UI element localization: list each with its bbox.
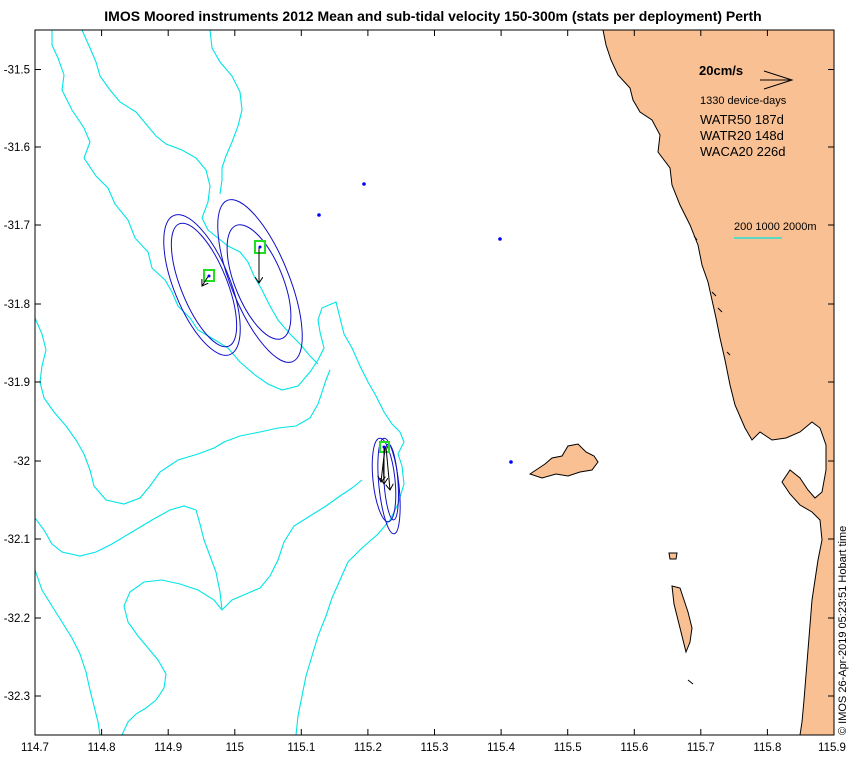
other-site-dots [317, 182, 513, 464]
legend: 20cm/s 1330 device-days WATR50 187d WATR… [699, 63, 817, 239]
scale-label: 20cm/s [699, 63, 743, 78]
coastline-land [602, 30, 834, 735]
mooring-label: WATR50 187d [700, 112, 784, 127]
x-tick-label: 115.3 [421, 742, 449, 754]
y-axis: -31.5 -31.6 -31.7 -31.8 -31.9 -32 -32.1 … [4, 65, 834, 703]
x-tick-label: 115.7 [687, 742, 715, 754]
y-tick-label: -31.8 [4, 299, 30, 311]
x-tick-label: 114.7 [21, 742, 49, 754]
x-tick-label: 115.8 [753, 742, 781, 754]
site-watr50 [163, 214, 241, 356]
map-title: IMOS Moored instruments 2012 Mean and su… [104, 8, 761, 24]
timestamp-stamp: © IMOS 26-Apr-2019 05:23:51 Hobart time [837, 526, 849, 735]
rottnest-island [528, 443, 599, 479]
device-days-label: 1330 device-days [700, 95, 787, 107]
mooring-label: WATR20 148d [700, 128, 784, 143]
x-tick-label: 115.4 [487, 742, 516, 754]
x-tick-label: 115.1 [287, 742, 315, 754]
mooring-label: WACA20 226d [700, 144, 786, 159]
y-tick-label: -31.7 [4, 220, 30, 232]
bathymetry-contours [35, 30, 405, 735]
contour-depth-label: 200 1000 2000m [734, 221, 817, 233]
garden-island [671, 585, 693, 654]
y-tick-label: -31.5 [4, 65, 30, 77]
y-tick-label: -32.3 [4, 691, 30, 703]
x-tick-label: 115.5 [554, 742, 582, 754]
x-tick-label: 115.2 [354, 742, 382, 754]
x-tick-label: 115 [226, 742, 244, 754]
site-waca20 [371, 437, 401, 535]
site-watr20 [217, 199, 303, 363]
x-tick-label: 115.9 [818, 742, 846, 754]
y-tick-label: -32.2 [4, 613, 30, 625]
y-tick-label: -32.1 [4, 534, 30, 546]
x-tick-label: 115.6 [620, 742, 648, 754]
x-tick-label: 114.9 [154, 742, 182, 754]
y-tick-label: -31.9 [4, 377, 30, 389]
x-axis: 114.7 114.8 114.9 115 115.1 115.2 115.3 … [21, 30, 846, 754]
y-tick-label: -31.6 [4, 142, 30, 154]
x-tick-label: 114.8 [88, 742, 116, 754]
y-tick-label: -32 [13, 456, 30, 468]
